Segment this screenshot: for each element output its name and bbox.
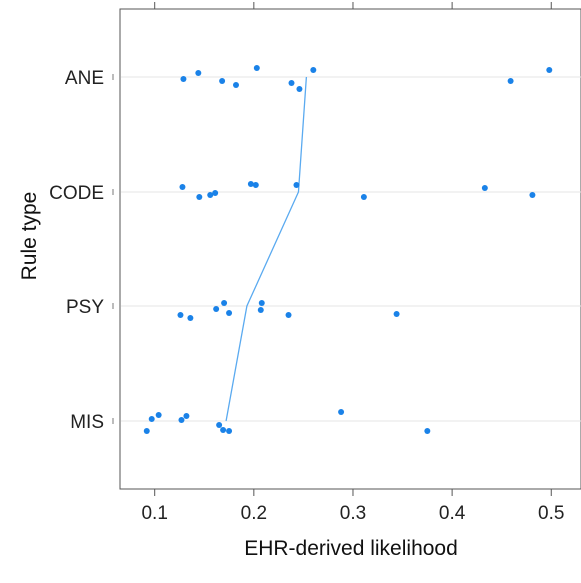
median-line-layer (225, 76, 308, 422)
data-point-code (247, 181, 254, 187)
data-point-mis (148, 416, 155, 422)
x-tick-label: 0.3 (340, 503, 366, 524)
data-point-psy (187, 315, 194, 321)
data-point-ane (253, 65, 260, 71)
data-point-psy (221, 300, 228, 306)
data-point-code (252, 182, 259, 188)
data-point-psy (213, 306, 220, 312)
x-tick-label: 0.1 (141, 503, 167, 524)
data-point-psy (285, 312, 292, 318)
data-point-code (207, 192, 214, 198)
y-tick-label: MIS (70, 412, 104, 433)
data-point-psy (177, 312, 184, 318)
y-tick-label: ANE (65, 68, 104, 89)
median-line (225, 76, 308, 422)
data-point-code (360, 194, 367, 200)
plot-area (119, 8, 581, 490)
data-point-ane (288, 80, 295, 86)
data-point-mis (178, 417, 185, 423)
x-tick-label: 0.4 (439, 503, 466, 524)
data-points (143, 65, 553, 434)
x-axis-title: EHR-derived likelihood (244, 537, 458, 560)
data-point-ane (180, 76, 187, 82)
data-point-mis (216, 422, 223, 428)
data-point-mis (143, 428, 150, 434)
data-point-code (179, 184, 186, 190)
data-point-code (481, 185, 488, 191)
data-point-psy (226, 310, 233, 316)
x-tick-label: 0.5 (538, 503, 564, 524)
grid-lines (121, 76, 581, 422)
data-point-code (293, 182, 300, 188)
data-point-ane (219, 78, 226, 84)
data-point-ane (546, 67, 553, 73)
data-point-mis (424, 428, 431, 434)
x-tick-label: 0.2 (241, 503, 267, 524)
data-point-psy (257, 307, 264, 313)
axis-ticks (112, 2, 552, 496)
y-axis-title: Rule type (18, 192, 41, 281)
data-point-mis (220, 427, 227, 433)
data-point-ane (507, 78, 514, 84)
data-point-code (212, 190, 219, 196)
data-point-ane (195, 70, 202, 76)
data-point-ane (296, 86, 303, 92)
data-point-mis (183, 413, 190, 419)
y-tick-label: CODE (49, 183, 104, 204)
data-point-code (196, 194, 203, 200)
data-point-psy (258, 300, 265, 306)
data-point-ane (310, 67, 317, 73)
data-point-psy (393, 311, 400, 317)
data-point-code (529, 192, 536, 198)
data-point-mis (226, 428, 233, 434)
y-tick-label: PSY (66, 297, 104, 318)
data-point-mis (155, 412, 162, 418)
tick-labels: ANE CODE PSY MIS 0.1 0.2 0.3 0.4 0.5 (49, 68, 564, 524)
data-point-ane (232, 82, 239, 88)
data-point-mis (338, 409, 345, 415)
